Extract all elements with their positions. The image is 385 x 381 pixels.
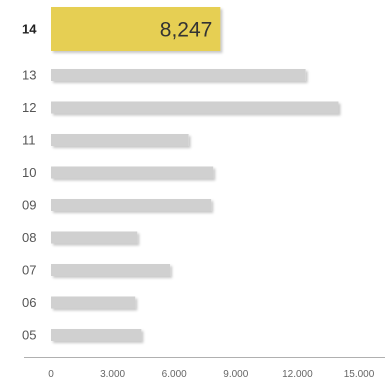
category-label-13: 13 [22,68,36,83]
bar-13 [51,69,306,81]
x-tick-label: 9.000 [223,369,248,380]
category-label-09: 09 [22,198,36,213]
bars-layer [51,7,339,341]
category-label-06: 06 [22,295,36,310]
bar-09 [51,199,212,211]
x-axis-ticks: 0 3.000 6.000 9.000 12.000 15.000 [48,369,375,380]
bar-14 [51,7,221,51]
bar-08 [51,231,138,244]
category-label-08: 08 [22,230,36,245]
bar-10 [51,166,214,179]
bar-07 [51,264,171,276]
category-label-07: 07 [22,263,36,278]
category-label-14: 14 [22,22,37,37]
x-tick-label: 0 [48,369,54,380]
category-labels: 14 8,247 13 12 11 10 09 08 07 06 05 [22,19,212,343]
highlight-value-label: 8,247 [160,19,213,42]
category-label-12: 12 [22,100,36,115]
x-tick-label: 15.000 [344,369,375,380]
bar-05 [51,329,142,341]
category-label-11: 11 [22,133,36,148]
x-tick-label: 6.000 [162,369,187,380]
x-tick-label: 12.000 [282,369,313,380]
bar-06 [51,296,136,309]
bar-11 [51,134,189,146]
bar-12 [51,101,339,114]
category-label-05: 05 [22,328,36,343]
category-label-10: 10 [22,165,36,180]
x-tick-label: 3.000 [100,369,125,380]
